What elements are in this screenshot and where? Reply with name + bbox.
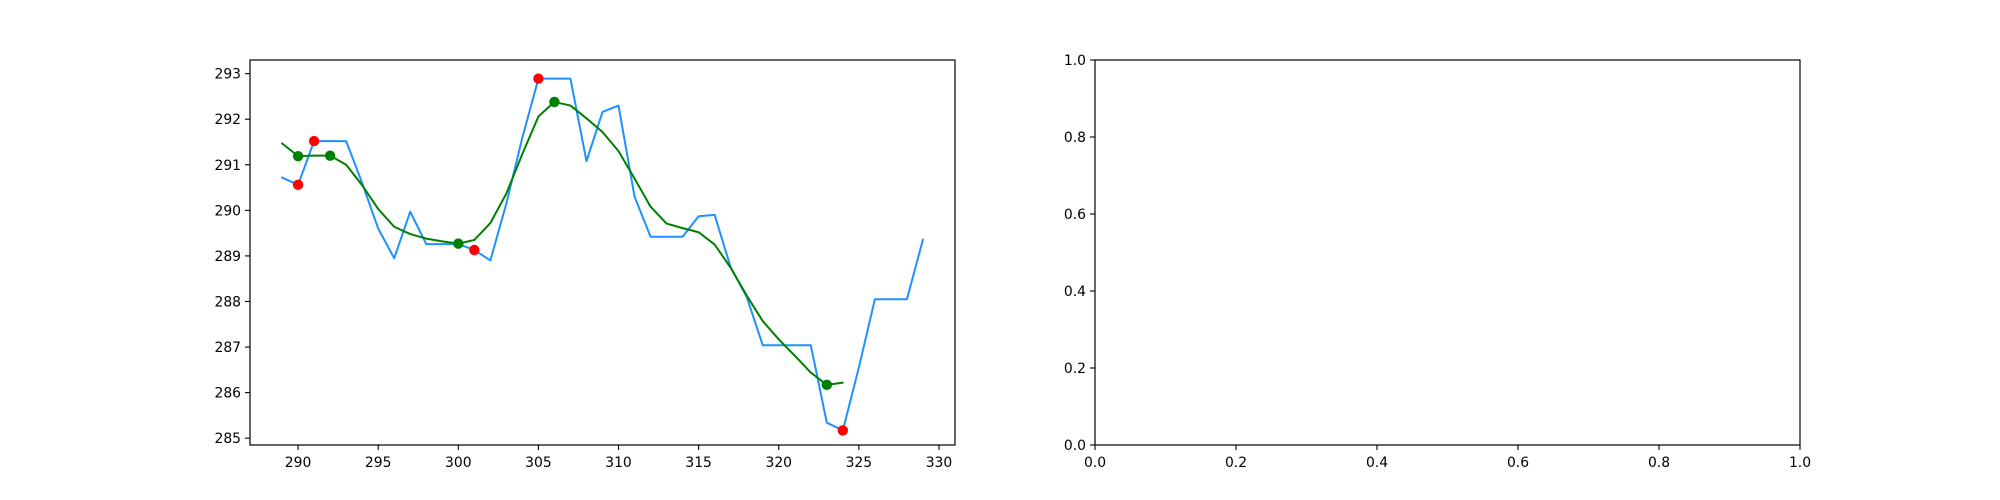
x-tick-label: 0.0 bbox=[1084, 455, 1106, 471]
x-tick-label: 325 bbox=[846, 455, 873, 471]
y-tick-label: 286 bbox=[214, 386, 241, 402]
scatter-point-3-1 bbox=[324, 150, 336, 161]
x-tick-label: 320 bbox=[765, 455, 792, 471]
x-tick-label: 1.0 bbox=[1789, 455, 1811, 471]
scatter-point-2-4 bbox=[837, 425, 849, 436]
y-tick-label: 291 bbox=[214, 158, 241, 174]
x-tick-label: 330 bbox=[926, 455, 953, 471]
x-tick-label: 310 bbox=[605, 455, 632, 471]
y-tick-label: 290 bbox=[214, 203, 241, 219]
y-tick-label: 285 bbox=[214, 431, 241, 447]
x-tick-label: 300 bbox=[445, 455, 472, 471]
x-tick-label: 315 bbox=[685, 455, 712, 471]
left-chart-axes: 290 295 300 305 310 315 320 325 330 285 286 287 288 2… bbox=[214, 59, 956, 471]
x-tick-label: 0.6 bbox=[1507, 455, 1529, 471]
y-tick-label: 0.8 bbox=[1064, 130, 1086, 146]
scatter-point-2-0 bbox=[292, 179, 304, 191]
scatter-point-2-3 bbox=[533, 73, 544, 84]
y-tick-label: 0.2 bbox=[1064, 361, 1086, 377]
series-line-0 bbox=[281, 77, 924, 432]
plot-frame bbox=[249, 59, 956, 446]
series-line-1 bbox=[281, 100, 844, 386]
plot-frame bbox=[1094, 59, 1801, 446]
y-tick-label: 1.0 bbox=[1064, 53, 1086, 69]
y-tick-label: 0.0 bbox=[1064, 438, 1086, 454]
right-chart-axes: 0.0 0.2 0.4 0.6 0.8 1.0 0.0 0.2 0.4 0.6 0.8 1.0 bbox=[1064, 53, 1811, 471]
x-tick-label: 0.8 bbox=[1648, 455, 1670, 471]
y-tick-label: 293 bbox=[214, 67, 241, 83]
x-tick-label: 290 bbox=[285, 455, 312, 471]
scatter-point-3-2 bbox=[453, 238, 464, 249]
x-tick-label: 295 bbox=[365, 455, 392, 471]
scatter-point-3-4 bbox=[821, 379, 833, 391]
scatter-point-2-2 bbox=[469, 244, 480, 256]
y-tick-label: 288 bbox=[214, 294, 241, 310]
y-tick-label: 287 bbox=[214, 340, 241, 356]
x-tick-label: 0.4 bbox=[1366, 455, 1388, 471]
x-tick-label: 0.2 bbox=[1225, 455, 1247, 471]
scatter-point-3-0 bbox=[292, 150, 304, 162]
scatter-point-3-3 bbox=[549, 96, 560, 108]
x-tick-label: 305 bbox=[525, 455, 552, 471]
y-tick-label: 289 bbox=[214, 249, 241, 265]
y-tick-label: 292 bbox=[214, 112, 241, 128]
y-tick-label: 0.6 bbox=[1064, 207, 1086, 223]
scatter-point-2-1 bbox=[308, 135, 320, 147]
y-tick-label: 0.4 bbox=[1064, 284, 1086, 300]
